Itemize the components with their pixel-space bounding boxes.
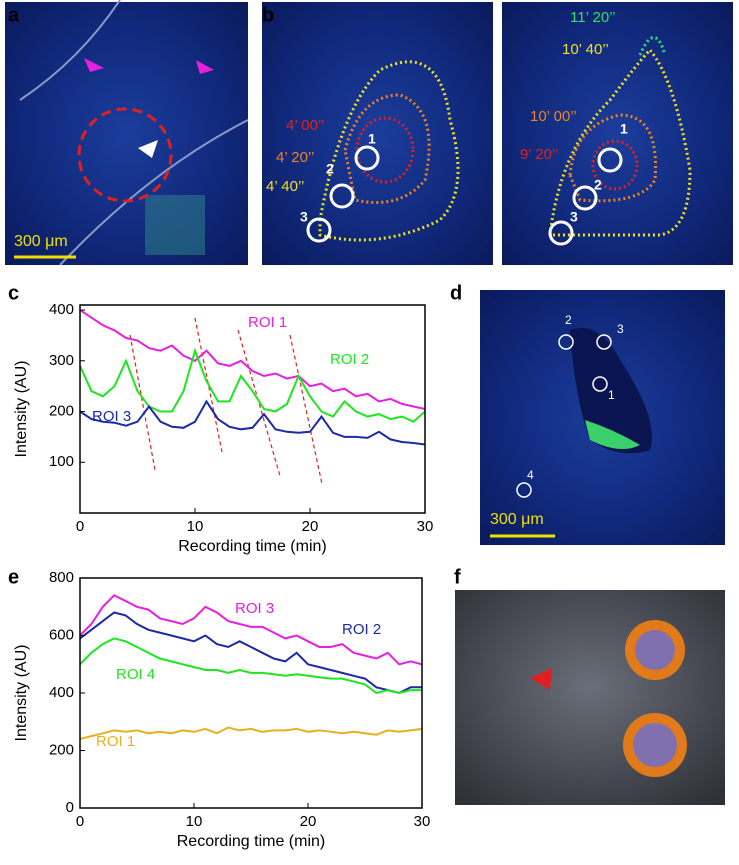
contour [318, 60, 460, 242]
x-tick-label: 0 [76, 813, 84, 830]
time-label: 10’ 40’’ [562, 41, 609, 58]
contour [591, 139, 639, 191]
roi-circle [592, 376, 608, 392]
roi-label: 3 [617, 322, 624, 336]
roi-circle [516, 482, 532, 498]
roi-label: 2 [326, 161, 334, 177]
panel-label: b [262, 4, 274, 26]
roi-circle [548, 220, 574, 246]
series-line [79, 726, 423, 740]
y-tick-label: 300 [49, 352, 74, 369]
x-tick-label: 30 [414, 813, 431, 830]
x-axis-label: Recording time (min) [177, 833, 325, 850]
x-tick-label: 20 [302, 518, 319, 535]
roi-label: 4 [527, 468, 534, 482]
vessel [19, 0, 249, 266]
eyespot [635, 630, 675, 670]
y-axis-label: Intensity (AU) [13, 645, 30, 742]
lesion-edge [585, 420, 640, 449]
roi-circle [329, 183, 355, 209]
panel-label: c [8, 282, 19, 304]
y-tick-label: 0 [66, 799, 74, 816]
series-line [79, 309, 426, 410]
arrowhead [196, 60, 214, 74]
series-line [79, 347, 426, 423]
arrowhead [84, 58, 104, 72]
plot-frame [79, 304, 426, 514]
series-label: ROI 4 [116, 666, 155, 683]
arrowhead [138, 140, 158, 158]
cell-cluster [145, 195, 205, 255]
contour [355, 116, 415, 184]
roi-label: 3 [570, 209, 578, 225]
roi-circle [558, 334, 574, 350]
series-line [79, 399, 426, 446]
roi-label: 2 [565, 313, 572, 327]
series-label: ROI 3 [92, 408, 131, 425]
x-tick-label: 0 [76, 518, 84, 535]
contour [638, 36, 667, 56]
x-tick-label: 10 [187, 518, 204, 535]
x-axis-label: Recording time (min) [178, 538, 326, 555]
x-tick-label: 10 [186, 813, 203, 830]
roi-circle [597, 147, 623, 173]
roi-label: 1 [368, 131, 376, 147]
roi-circle [572, 185, 598, 211]
eyespot [633, 723, 677, 767]
series-label: ROI 1 [248, 314, 287, 331]
y-tick-label: 200 [49, 741, 74, 758]
panel-label: f [454, 566, 461, 588]
image-b-right [502, 2, 733, 265]
panel-label: e [8, 566, 19, 588]
y-axis-label: Intensity (AU) [13, 361, 30, 458]
time-label: 4’ 40’’ [266, 178, 304, 195]
series-label: ROI 2 [342, 621, 381, 638]
panel-label: d [450, 282, 462, 304]
roi-circle [306, 217, 332, 243]
roi-label: 1 [608, 388, 615, 402]
series-line [79, 594, 423, 666]
series-line [79, 611, 422, 695]
series-label: ROI 1 [96, 733, 135, 750]
time-label: 4’ 20’’ [276, 149, 314, 166]
series-label: ROI 2 [330, 351, 369, 368]
photo-f [455, 590, 725, 805]
panel-label: a [8, 4, 20, 26]
y-tick-label: 400 [49, 301, 74, 318]
time-label: 11’ 20’’ [570, 9, 616, 26]
scale-label: 300 μm [14, 233, 68, 250]
roi-label: 3 [300, 209, 308, 225]
time-label: 4’ 00’’ [286, 117, 324, 134]
x-tick-label: 30 [417, 518, 434, 535]
roi-circle [596, 334, 612, 350]
series-label: ROI 3 [235, 600, 274, 617]
time-label: 9’ 20’’ [520, 146, 558, 163]
series-line [79, 637, 422, 695]
roi-circle [77, 107, 173, 203]
image-a [5, 2, 248, 265]
scale-label: 300 μm [490, 511, 544, 528]
y-tick-label: 100 [49, 453, 74, 470]
y-tick-label: 400 [49, 684, 74, 701]
y-tick-label: 800 [49, 569, 74, 586]
roi-circle [354, 145, 380, 171]
y-tick-label: 200 [49, 403, 74, 420]
roi-label: 1 [620, 121, 628, 137]
y-tick-label: 600 [49, 626, 74, 643]
x-tick-label: 20 [300, 813, 317, 830]
time-label: 10’ 00’’ [530, 108, 577, 125]
guide-lines [129, 317, 323, 485]
roi-label: 2 [594, 177, 602, 193]
arrowhead [530, 668, 552, 690]
